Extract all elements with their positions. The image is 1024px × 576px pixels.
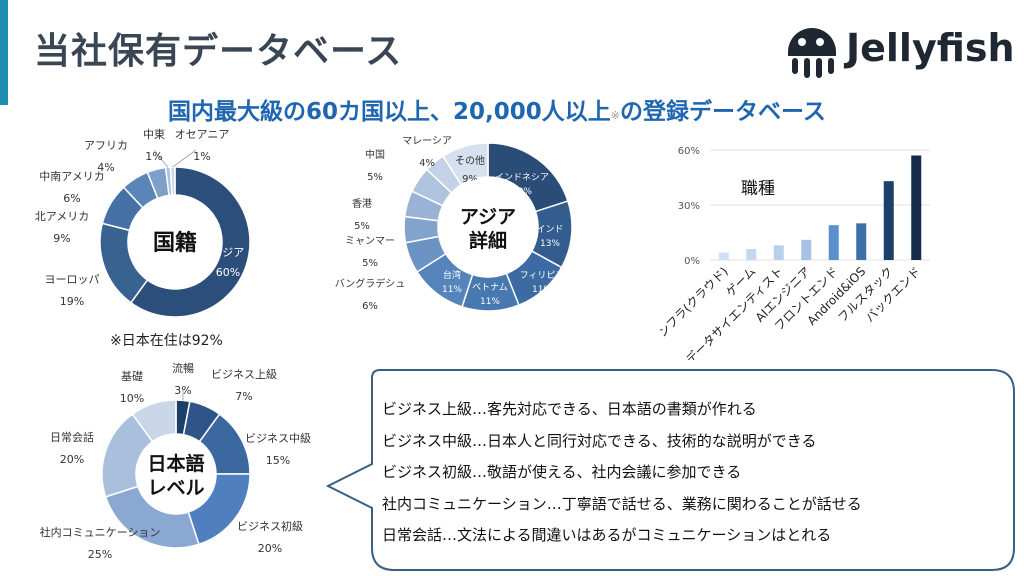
asia-value-label-9: 4% xyxy=(419,158,435,169)
nationality-category-label-1: ヨーロッパ xyxy=(45,273,100,286)
jobs-ytick-1: 30% xyxy=(678,201,700,212)
asia-value-label-4: 11% xyxy=(442,285,462,295)
japanese-level-value-label-1: 7% xyxy=(235,390,252,403)
japanese-level-center-label-1: レベル xyxy=(147,477,204,499)
japanese-level-value-label-5: 20% xyxy=(60,453,84,466)
nationality-value-label-5: 1% xyxy=(145,150,162,163)
nationality-category-label-4: アフリカ xyxy=(84,139,128,152)
asia-value-label-3: 11% xyxy=(480,297,500,307)
nationality-category-label-6: オセアニア xyxy=(175,128,230,141)
jobs-bar--2 xyxy=(773,245,784,260)
japanese-level-donut-chart: 流暢 3% ビジネス上級 7% ビジネス中級 15% ビジネス初級 20% 社内コミュニケーショ… xyxy=(40,361,311,561)
japanese-level-value-label-2: 15% xyxy=(266,454,290,467)
asia-slice-10 xyxy=(441,142,489,186)
nationality-category-label-3: 中南アメリカ xyxy=(39,170,104,183)
subtitle-tail: の登録データベース xyxy=(619,99,826,125)
asia-category-label-0: インドネシア xyxy=(495,172,549,183)
level-desc-business-intermediate: ビジネス中級…日本人と同行対応できる、技術的な説明ができる xyxy=(382,431,817,450)
jobs-ytick-0: 0% xyxy=(684,256,700,267)
nationality-donut-chart: アジア60%ヨーロッパ19%北アメリカ9%中南アメリカ6%アフリカ4%中東1%オ… xyxy=(35,128,251,318)
japan-residence-note: ※日本在住は92% xyxy=(110,333,223,349)
asia-value-label-2: 11% xyxy=(532,285,552,295)
nationality-value-label-3: 6% xyxy=(63,192,80,205)
jobs-bar--7 xyxy=(911,155,922,260)
japanese-level-category-label-3: ビジネス初級 xyxy=(237,519,303,533)
jobs-bar--1 xyxy=(746,249,757,260)
jobs-bar-android-ios-5 xyxy=(856,223,867,260)
job-type-bar-chart: 0%30%60%インフラ(クラウド)ゲームデータサイエンティストAIエンジニアフ… xyxy=(660,146,930,360)
jellyfish-logo: Jellyfish xyxy=(780,20,1015,82)
japanese-level-value-label-6: 10% xyxy=(120,392,144,405)
jobs-ytick-2: 60% xyxy=(678,146,700,157)
subtitle-main: 国内最大級の60カ国以上、20,000人以上 xyxy=(168,99,611,125)
subtitle-note: ※ xyxy=(610,109,620,122)
japanese-level-category-label-5: 日常会話 xyxy=(50,430,94,444)
asia-detail-donut-chart: インドネシア20%インド13%フィリピン11%ベトナム11%台湾11%バングラデ… xyxy=(335,136,573,312)
japanese-level-value-label-4: 25% xyxy=(88,548,112,561)
nationality-slice-6 xyxy=(169,166,176,196)
jobs-inner-label: 職種 xyxy=(741,179,775,199)
page-title: 当社保有データベース xyxy=(34,31,403,72)
jellyfish-icon xyxy=(788,28,836,78)
nationality-hole xyxy=(129,196,221,288)
nationality-category-label-5: 中東 xyxy=(143,128,165,141)
asia-value-label-7: 5% xyxy=(354,221,370,232)
nationality-value-label-6: 1% xyxy=(193,150,210,163)
nationality-leader-5 xyxy=(153,149,169,168)
level-desc-business-advanced: ビジネス上級…客先対応できる、日本語の書類が作れる xyxy=(382,400,757,418)
asia-category-label-1: インド xyxy=(536,225,563,235)
asia-category-label-2: フィリピン xyxy=(520,270,565,281)
speech-bubble xyxy=(325,369,1015,571)
jobs-bar--6 xyxy=(883,181,894,260)
nationality-value-label-1: 19% xyxy=(60,295,84,308)
japanese-level-category-label-6: 基礎 xyxy=(121,370,143,383)
asia-category-label-4: 台湾 xyxy=(443,269,461,281)
jobs-bar-ai-3 xyxy=(801,239,812,260)
japanese-level-category-label-4: 社内コミュニケーション xyxy=(40,525,161,539)
nationality-value-label-0: 60% xyxy=(216,266,240,279)
asia-value-label-10: 9% xyxy=(462,174,478,185)
asia-category-label-7: 香港 xyxy=(352,198,372,210)
japanese-level-category-label-2: ビジネス中級 xyxy=(245,432,311,445)
asia-hole xyxy=(439,178,537,276)
asia-category-label-9: マレーシア xyxy=(402,136,452,147)
subtitle: 国内最大級の60カ国以上、20,000人以上※の登録データベース xyxy=(168,92,826,126)
japanese-level-category-label-1: ビジネス上級 xyxy=(211,368,277,381)
nationality-slice-0 xyxy=(129,166,251,318)
jobs-bar--0 xyxy=(718,252,729,260)
asia-category-label-6: ミャンマー xyxy=(345,236,395,247)
japanese-level-category-label-0: 流暢 xyxy=(172,361,194,375)
nationality-category-label-2: 北アメリカ xyxy=(35,210,89,223)
asia-category-label-10: その他 xyxy=(455,154,485,167)
asia-value-label-8: 5% xyxy=(367,172,383,183)
level-desc-daily-conversation: 日常会話…文法による間違いはあるがコミュニケーションはとれる xyxy=(382,526,832,544)
nationality-value-label-4: 4% xyxy=(97,161,114,174)
japanese-level-value-label-3: 20% xyxy=(258,542,282,555)
asia-value-label-5: 6% xyxy=(362,301,378,312)
level-desc-internal-communication: 社内コミュニケーション…丁寧語で話せる、業務に関わることが話せる xyxy=(382,494,862,513)
logo-text: Jellyfish xyxy=(846,26,1015,70)
japanese-level-value-label-0: 3% xyxy=(174,384,191,397)
nationality-center-label-0: 国籍 xyxy=(153,230,197,256)
japanese-level-slice-4 xyxy=(104,485,200,549)
asia-center-label-0: アジア xyxy=(460,206,516,228)
level-description-list: ビジネス上級…客先対応できる、日本語の書類が作れる ビジネス中級…日本人と同行対… xyxy=(382,394,862,552)
asia-value-label-6: 5% xyxy=(362,258,378,269)
nationality-value-label-2: 9% xyxy=(53,232,70,245)
accent-bar xyxy=(0,0,8,105)
asia-center-label-1: 詳細 xyxy=(469,229,507,252)
japanese-level-hole xyxy=(137,435,215,513)
asia-category-label-3: ベトナム xyxy=(472,282,508,293)
jobs-bar--4 xyxy=(828,225,839,260)
asia-value-label-1: 13% xyxy=(540,239,560,249)
japanese-level-center-label-0: 日本語 xyxy=(147,452,204,475)
japanese-level-slice-6 xyxy=(131,399,177,443)
asia-category-label-8: 中国 xyxy=(365,148,385,161)
asia-category-label-5: バングラデシュ xyxy=(335,277,406,290)
nationality-leader-6 xyxy=(172,149,197,168)
level-desc-business-beginner: ビジネス初級…敬語が使える、社内会議に参加できる xyxy=(382,463,742,481)
